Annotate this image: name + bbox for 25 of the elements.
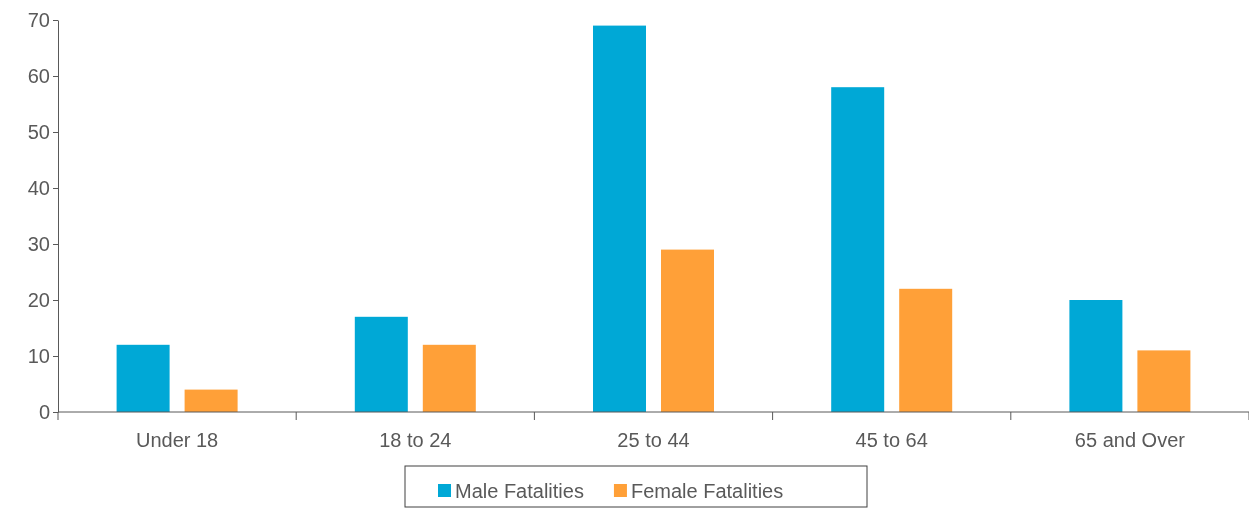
legend-label: Male Fatalities: [455, 480, 584, 502]
legend-label: Female Fatalities: [630, 480, 784, 502]
bar: [422, 344, 476, 412]
bar: [354, 316, 408, 412]
y-tick-label: 40: [27, 176, 50, 199]
y-tick-label: 50: [27, 120, 50, 143]
y-tick-label: 30: [27, 232, 50, 255]
x-tick-label: 65 and Over: [1074, 429, 1186, 451]
x-tick-label: Under 18: [135, 429, 219, 451]
bar: [184, 389, 238, 412]
bar: [1137, 350, 1191, 412]
bar: [831, 87, 885, 412]
bar: [899, 288, 953, 412]
x-tick-label: 25 to 44: [617, 429, 690, 451]
y-tick-label: 70: [27, 8, 50, 31]
y-tick-label: 0: [38, 400, 50, 423]
x-tick-label: 18 to 24: [379, 429, 452, 451]
y-tick-label: 10: [27, 344, 50, 367]
bar: [1069, 300, 1123, 412]
y-tick-label: 20: [27, 288, 50, 311]
bar: [661, 249, 714, 412]
bar: [593, 25, 646, 412]
x-tick-label: 45 to 64: [855, 429, 928, 451]
y-tick-label: 60: [27, 64, 50, 87]
bar: [116, 344, 170, 412]
